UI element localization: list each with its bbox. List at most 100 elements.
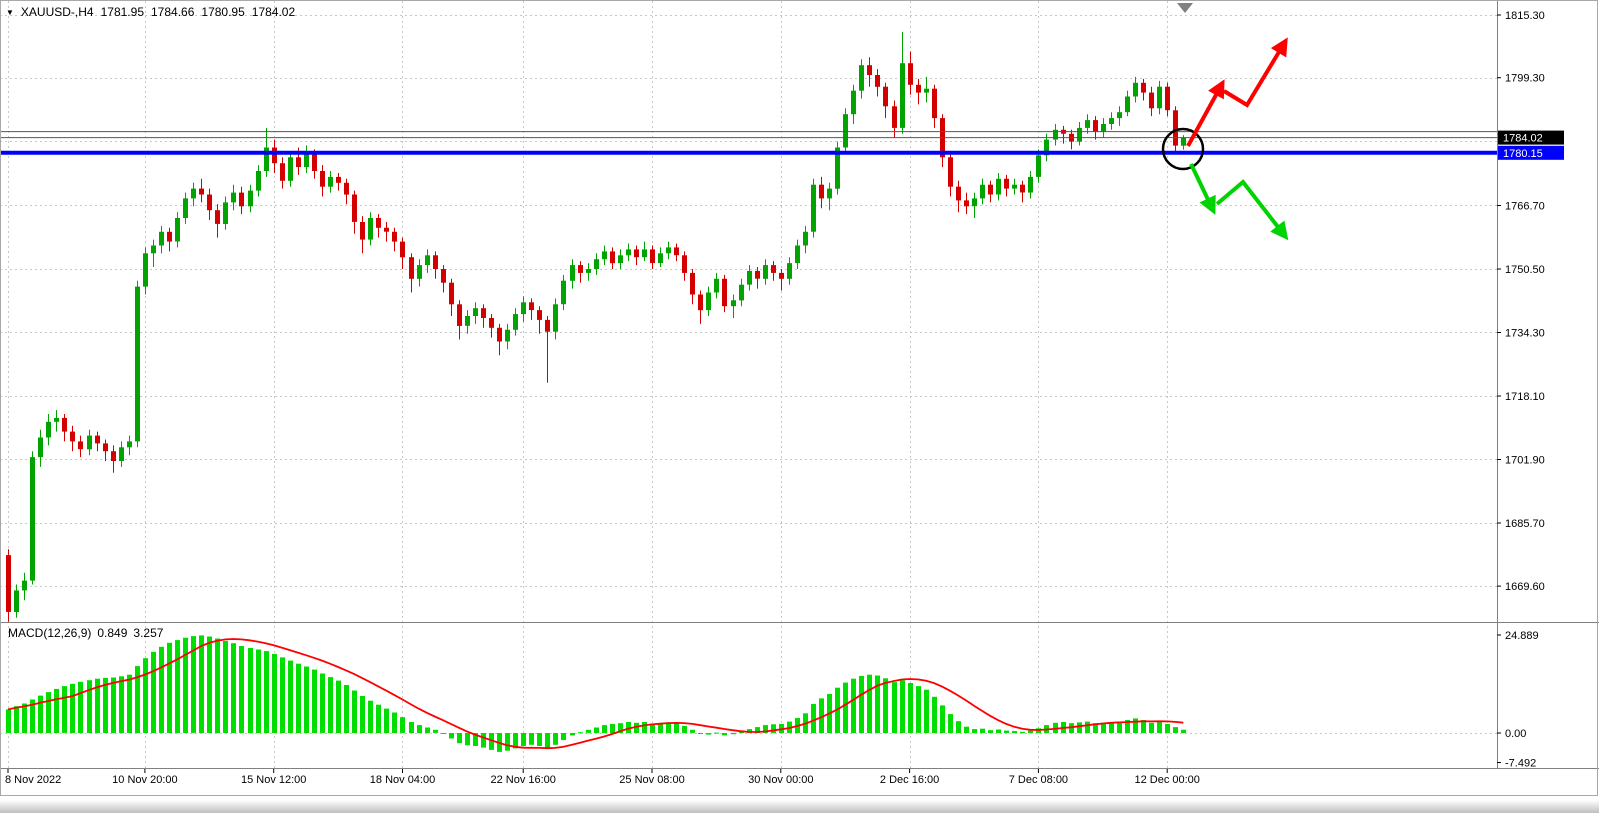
macd-histogram-bar [14, 706, 19, 733]
candle-body [344, 182, 349, 195]
macd-histogram-bar [529, 733, 534, 745]
macd-histogram-bar [1133, 718, 1138, 733]
time-axis-label: 10 Nov 20:00 [112, 774, 177, 786]
candle-body [698, 294, 703, 311]
candle-body [46, 421, 51, 438]
time-axis-label: 25 Nov 08:00 [619, 774, 684, 786]
candle-body [1125, 96, 1130, 113]
macd-histogram-bar [296, 663, 301, 733]
candle-body [996, 178, 1001, 195]
candle-body [231, 192, 236, 203]
candle-body [465, 316, 470, 326]
candle-body [1020, 184, 1025, 193]
macd-histogram-bar [892, 682, 897, 733]
macd-histogram-bar [674, 723, 679, 733]
time-axis-label: 8 Nov 2022 [5, 774, 61, 786]
macd-histogram-bar [465, 733, 470, 746]
macd-histogram-bar [1173, 727, 1178, 733]
candle-body [650, 249, 655, 264]
candle-body [1101, 124, 1106, 132]
candle-body [618, 255, 623, 264]
candle-body [513, 314, 518, 330]
candle-body [980, 184, 985, 199]
symbol-dropdown-icon[interactable]: ▼ [6, 7, 14, 17]
candle-body [674, 247, 679, 256]
candle-body [312, 153, 317, 171]
macd-histogram-bar [988, 730, 993, 733]
macd-histogram-bar [473, 733, 478, 746]
price-axis-label: 1718.10 [1505, 391, 1545, 403]
bullish-arrow-annotation[interactable] [1222, 37, 1288, 108]
macd-histogram-bar [867, 674, 872, 733]
candle-body [143, 253, 148, 287]
candle-body [883, 86, 888, 107]
candle-body [610, 251, 615, 264]
current-price-badge [1498, 130, 1564, 145]
candle-body [183, 198, 188, 218]
candle-body [199, 188, 204, 195]
macd-histogram-bar [328, 677, 333, 733]
macd-histogram-bar [561, 733, 566, 741]
price-axis-label: 1766.70 [1505, 201, 1545, 213]
macd-histogram-bar [698, 733, 703, 734]
macd-axis-label: 24.889 [1505, 630, 1539, 642]
macd-histogram-bar [996, 729, 1001, 733]
candle-body [409, 257, 414, 279]
macd-histogram-bar [30, 699, 35, 733]
candle-body [280, 163, 285, 181]
macd-histogram-bar [489, 733, 494, 750]
macd-histogram-bar [400, 717, 405, 733]
candle-body [843, 114, 848, 148]
bullish-arrow-annotation[interactable] [1186, 79, 1225, 147]
bearish-arrow-annotation[interactable] [1215, 179, 1289, 241]
macd-histogram-bar [344, 685, 349, 733]
candle-body [706, 292, 711, 311]
candle-body [578, 265, 583, 273]
candle-body [400, 241, 405, 258]
macd-histogram-bar [956, 721, 961, 733]
macd-histogram-bar [1028, 730, 1033, 733]
candle-body [1004, 178, 1009, 189]
annotations-layer [1161, 3, 1289, 241]
price-axis-label: 1685.70 [1505, 518, 1545, 530]
time-axis-label: 15 Nov 12:00 [241, 774, 306, 786]
candle-body [924, 88, 929, 93]
macd-histogram-bar [602, 725, 607, 733]
macd-histogram-bar [384, 708, 389, 733]
macd-histogram-bar [95, 678, 100, 733]
candle-body [875, 75, 880, 87]
macd-histogram-bar [256, 649, 261, 733]
macd-histogram-bar [352, 690, 357, 733]
candle-body [119, 447, 124, 461]
candle-body [545, 319, 550, 332]
macd-histogram-bar [417, 725, 422, 733]
candle-body [948, 157, 953, 187]
candle-body [54, 417, 59, 422]
candle-body [682, 255, 687, 273]
candle-body [867, 65, 872, 75]
candle-body [731, 300, 736, 307]
macd-histogram-bar [280, 657, 285, 733]
candle-body [1053, 129, 1058, 140]
macd-histogram-bar [1125, 720, 1130, 733]
highlight-circle-annotation[interactable] [1161, 127, 1205, 171]
macd-histogram-bar [1004, 730, 1009, 733]
candle-body [787, 263, 792, 279]
macd-histogram-bar [851, 678, 856, 733]
macd-histogram-bar [706, 733, 711, 735]
candle-body [964, 200, 969, 207]
macd-histogram-bar [811, 703, 816, 733]
candle-body [521, 302, 526, 315]
bearish-arrow-annotation[interactable] [1189, 163, 1216, 215]
macd-histogram-bar [658, 723, 663, 733]
macd-histogram-bar [457, 733, 462, 744]
macd-histogram-bar [376, 704, 381, 733]
candle-body [22, 580, 27, 591]
candle-body [175, 218, 180, 242]
macd-histogram-bar [553, 733, 558, 745]
macd-histogram-bar [908, 683, 913, 733]
candle-body [714, 278, 719, 293]
candle-body [747, 270, 752, 285]
candle-body [352, 194, 357, 222]
